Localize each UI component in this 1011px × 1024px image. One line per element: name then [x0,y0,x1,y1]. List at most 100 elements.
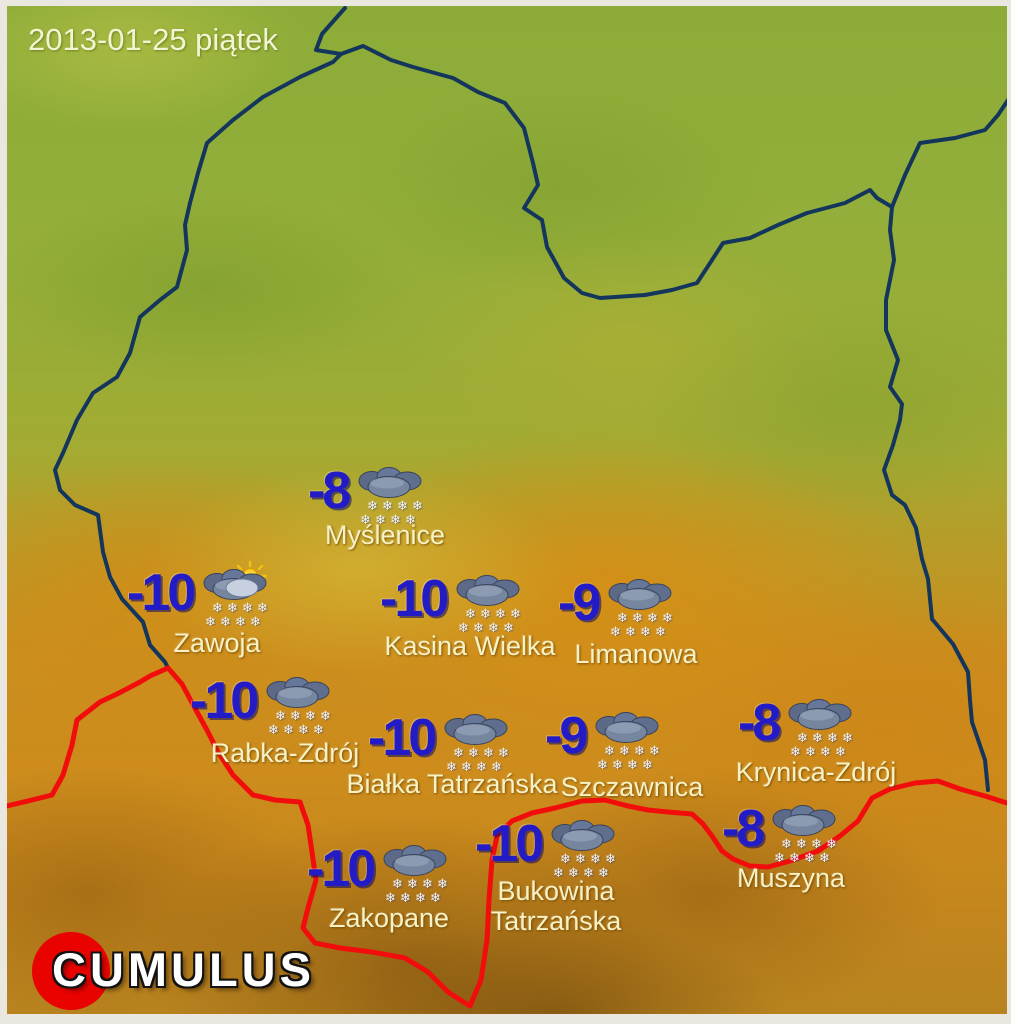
svg-text:❄: ❄ [412,499,423,514]
svg-text:❄: ❄ [367,499,378,514]
cloud-shape [266,677,330,708]
svg-text:❄: ❄ [590,852,601,867]
svg-text:❄: ❄ [642,758,653,769]
svg-text:❄: ❄ [805,745,816,756]
snowflakes: ❄ ❄ ❄ ❄ ❄ ❄ ❄ ❄ [597,744,660,769]
svg-text:❄: ❄ [390,513,401,524]
temperature-value: -10 [127,564,196,622]
svg-text:❄: ❄ [220,615,231,626]
town-label: Zawoja [173,628,261,658]
town-label: Białka Tatrzańska [346,769,558,799]
svg-text:❄: ❄ [476,760,487,771]
svg-text:❄: ❄ [392,877,403,892]
snowflakes: ❄ ❄ ❄ ❄ ❄ ❄ ❄ ❄ [446,746,509,771]
snowflakes: ❄ ❄ ❄ ❄ ❄ ❄ ❄ ❄ [774,837,837,862]
svg-text:❄: ❄ [835,745,846,756]
cloud-shape [551,820,615,851]
svg-text:❄: ❄ [415,891,426,902]
svg-text:❄: ❄ [498,746,509,761]
snow-cloud-icon: ❄ ❄ ❄ ❄ ❄ ❄ ❄ ❄ [605,570,679,636]
snow-cloud-icon: ❄ ❄ ❄ ❄ ❄ ❄ ❄ ❄ [380,836,454,902]
snow-cloud-icon: ❄ ❄ ❄ ❄ ❄ ❄ ❄ ❄ [453,566,527,632]
weather-station: -10 [190,668,359,768]
town-label: Muszyna [736,863,846,893]
logo-red-disc-icon [32,932,110,1010]
svg-text:❄: ❄ [495,607,506,622]
date-label: 2013-01-25 piątek [28,22,278,57]
cumulus-logo-text: CUMULUS [52,943,315,996]
svg-text:❄: ❄ [625,625,636,636]
weather-station: -9 [545,703,703,802]
svg-text:❄: ❄ [647,611,658,626]
weather-station: -8 [736,690,897,787]
temperature-value: -8 [722,800,765,858]
svg-text:❄: ❄ [655,625,666,636]
town-label: Krynica-Zdrój [735,757,897,787]
svg-text:❄: ❄ [382,499,393,514]
svg-text:❄: ❄ [473,621,484,632]
svg-text:❄: ❄ [649,744,660,759]
cloud-shape [383,845,447,876]
cloud-shape [456,575,520,606]
svg-text:❄: ❄ [790,745,801,756]
svg-text:❄: ❄ [560,852,571,867]
svg-text:❄: ❄ [583,866,594,877]
terrain-map [7,6,1007,1014]
svg-text:❄: ❄ [468,746,479,761]
svg-text:❄: ❄ [488,621,499,632]
cloud-shape [608,579,672,610]
svg-text:❄: ❄ [811,837,822,852]
cloud-shape [595,712,659,743]
temperature-value: -8 [308,462,351,520]
cumulus-logo: CUMULUS [28,928,358,1012]
svg-text:❄: ❄ [826,837,837,852]
svg-text:❄: ❄ [313,723,324,734]
snow-cloud-icon: ❄ ❄ ❄ ❄ ❄ ❄ ❄ ❄ [441,705,515,771]
svg-text:❄: ❄ [797,731,808,746]
temperature-value: -10 [190,672,259,730]
temperature-value: -10 [368,709,437,767]
town-label: Rabka-Zdrój [210,738,360,768]
svg-text:❄: ❄ [774,851,785,862]
svg-text:❄: ❄ [619,744,630,759]
svg-text:❄: ❄ [375,513,386,524]
svg-text:❄: ❄ [437,877,448,892]
svg-text:❄: ❄ [604,744,615,759]
cloud-shape [203,569,267,600]
svg-text:❄: ❄ [627,758,638,769]
terrain-background [7,6,1007,1014]
town-label: Limanowa [574,639,698,669]
town-label: Myślenice [324,520,446,550]
region-border-line [53,6,1007,792]
svg-text:❄: ❄ [605,852,616,867]
svg-text:❄: ❄ [796,837,807,852]
svg-text:❄: ❄ [275,709,286,724]
snowflakes: ❄ ❄ ❄ ❄ ❄ ❄ ❄ ❄ [205,601,268,626]
weather-station: -10 [127,560,274,658]
snowflakes: ❄ ❄ ❄ ❄ ❄ ❄ ❄ ❄ [790,731,853,756]
snow-cloud-icon: ❄ ❄ ❄ ❄ ❄ ❄ ❄ ❄ [355,458,429,524]
svg-text:❄: ❄ [662,611,673,626]
snow-cloud-icon: ❄ ❄ ❄ ❄ ❄ ❄ ❄ ❄ [592,703,666,769]
svg-text:❄: ❄ [242,601,253,616]
svg-text:❄: ❄ [407,877,418,892]
svg-text:❄: ❄ [257,601,268,616]
svg-text:❄: ❄ [491,760,502,771]
snow-cloud-icon: ❄ ❄ ❄ ❄ ❄ ❄ ❄ ❄ [263,668,337,734]
svg-text:❄: ❄ [212,601,223,616]
svg-text:❄: ❄ [781,837,792,852]
cloud-shape [444,714,508,745]
svg-text:❄: ❄ [632,611,643,626]
svg-text:❄: ❄ [568,866,579,877]
svg-text:❄: ❄ [405,513,416,524]
svg-text:❄: ❄ [290,709,301,724]
svg-text:❄: ❄ [503,621,514,632]
weather-station: -10 [346,705,557,799]
svg-text:❄: ❄ [422,877,433,892]
svg-text:❄: ❄ [305,709,316,724]
snowflakes: ❄ ❄ ❄ ❄ ❄ ❄ ❄ ❄ [610,611,673,636]
temperature-value: -10 [475,815,544,873]
svg-text:❄: ❄ [597,758,608,769]
svg-text:❄: ❄ [227,601,238,616]
